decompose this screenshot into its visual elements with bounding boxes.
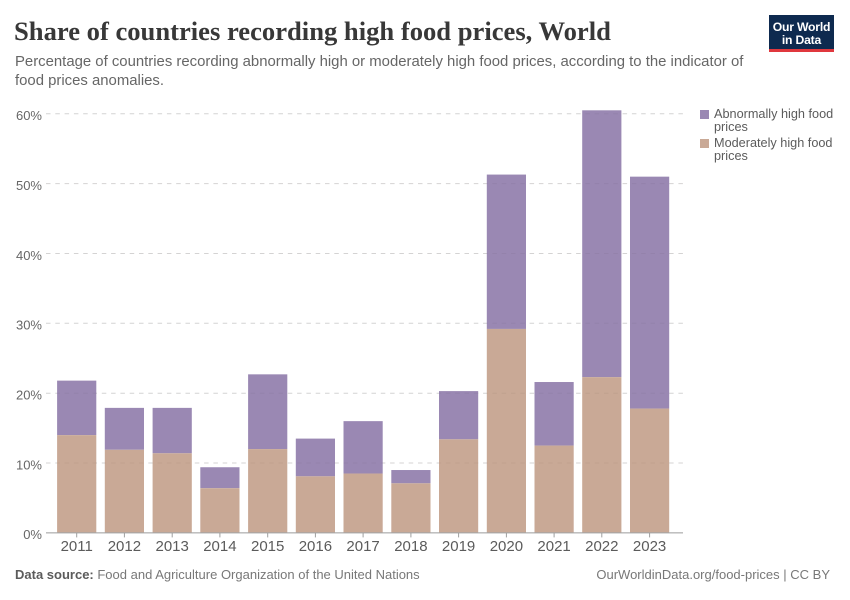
svg-text:0%: 0%	[23, 527, 42, 542]
svg-text:2012: 2012	[108, 538, 141, 555]
svg-text:2023: 2023	[633, 538, 666, 555]
svg-text:2022: 2022	[585, 538, 618, 555]
svg-text:2020: 2020	[490, 538, 523, 555]
svg-text:20%: 20%	[16, 388, 42, 403]
svg-text:2018: 2018	[394, 538, 427, 555]
svg-text:2021: 2021	[537, 538, 570, 555]
svg-text:2013: 2013	[156, 538, 189, 555]
svg-text:50%: 50%	[16, 178, 42, 193]
svg-text:2016: 2016	[299, 538, 332, 555]
svg-text:60%: 60%	[16, 108, 42, 123]
svg-text:2017: 2017	[346, 538, 379, 555]
svg-text:2019: 2019	[442, 538, 475, 555]
svg-text:2014: 2014	[203, 538, 236, 555]
svg-text:2011: 2011	[61, 538, 93, 555]
svg-text:2015: 2015	[251, 538, 284, 555]
svg-text:10%: 10%	[16, 457, 42, 472]
svg-text:40%: 40%	[16, 248, 42, 263]
svg-text:30%: 30%	[16, 318, 42, 333]
